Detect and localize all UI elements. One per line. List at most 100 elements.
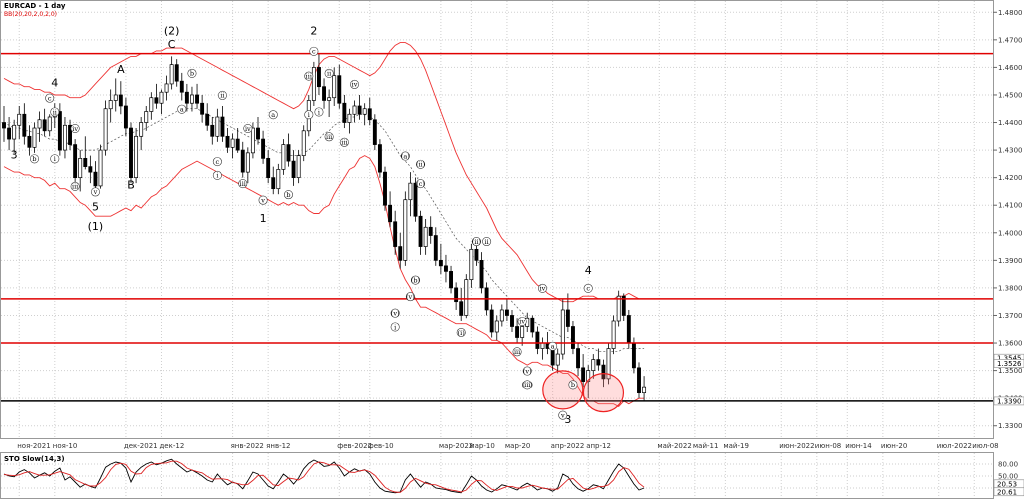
sto-d-line — [3, 460, 645, 493]
candle-body — [565, 309, 570, 327]
wave-label-circle — [416, 159, 426, 169]
candle-body — [134, 135, 139, 179]
candle-body — [469, 248, 474, 280]
y-tick-label: 1.4400 — [998, 119, 1023, 127]
highlight-ellipse — [542, 370, 584, 410]
candle-body — [245, 152, 250, 173]
wave-label: C — [168, 38, 176, 51]
candle-body — [449, 271, 453, 289]
x-grid — [18, 1, 975, 498]
sto-k-line — [3, 458, 645, 494]
candle-body — [205, 113, 210, 126]
wave-label: B — [127, 179, 135, 192]
candle-body — [372, 119, 377, 145]
wave-label: 4 — [585, 264, 592, 277]
x-tick-label: апр-2022 — [551, 442, 585, 450]
wave-label-roman: c — [48, 94, 52, 102]
main-panel — [0, 0, 994, 439]
candle-body — [220, 116, 225, 137]
candle-body — [530, 317, 535, 333]
candle-body — [215, 116, 220, 137]
wave-label-roman: a — [271, 111, 275, 119]
x-tick-label: май-2022 — [657, 442, 691, 450]
candle-body — [118, 94, 123, 107]
wave-label: (1) — [88, 220, 104, 233]
candle-body — [631, 342, 636, 369]
candle-body — [327, 97, 332, 101]
x-tick-label: дек-12 — [159, 442, 184, 450]
wave-label-roman: iii — [72, 183, 78, 191]
wave-label-roman: iv — [519, 318, 525, 326]
wave-label-roman: (a) — [401, 152, 410, 160]
wave-label-roman: iv — [72, 125, 78, 133]
y-tick-label: 1.4300 — [998, 147, 1023, 155]
candle-body — [550, 348, 555, 366]
y-tick-label: 1.4800 — [998, 9, 1023, 17]
wave-label-roman: iii — [341, 139, 347, 147]
wave-label-circle — [217, 90, 227, 100]
candle-body — [123, 105, 128, 129]
wave-label-roman: iii — [240, 180, 246, 188]
y-tick-label: 1.4600 — [998, 64, 1023, 72]
candle-body — [37, 119, 42, 129]
candle-body — [642, 386, 647, 394]
candle-body — [586, 370, 591, 382]
wave-label-circle — [50, 107, 60, 117]
candle-body — [93, 171, 98, 187]
candle-body — [418, 215, 423, 247]
candle-body — [438, 259, 443, 267]
wave-label-roman: (i) — [458, 329, 466, 337]
wave-label-roman: b — [286, 191, 290, 199]
wave-label-roman: v — [560, 411, 565, 419]
candle-body — [408, 182, 413, 201]
y-tick-label: 1.4200 — [998, 174, 1023, 182]
price-tag-label: 1.3526 — [997, 360, 1022, 368]
candle-body — [637, 367, 641, 394]
x-tick-label: июн-20 — [881, 442, 907, 450]
candle-body — [98, 149, 103, 187]
price-tag-box — [993, 359, 1024, 368]
candle-body — [601, 364, 606, 380]
wave-label-roman: iv — [245, 125, 251, 133]
x-tick-label: фев-10 — [368, 442, 394, 450]
wave-label-roman: (ii) — [472, 238, 482, 246]
wave-label-roman: v — [260, 196, 265, 204]
y-tick-label: 1.4000 — [998, 229, 1023, 237]
wave-label: 2 — [310, 24, 317, 37]
y-tick-label: 1.3700 — [998, 312, 1023, 320]
highlight-ellipse — [582, 373, 625, 413]
candle-body — [520, 326, 525, 338]
candle-body — [250, 127, 255, 154]
wave-label-roman: ii — [327, 70, 331, 78]
wave-label-roman: ii — [220, 92, 224, 100]
wave-label-circle — [50, 154, 60, 164]
candle-body — [459, 301, 464, 316]
indicator-label: BB(20,20,2,0,2,0) — [4, 11, 57, 18]
candle-body — [225, 135, 230, 148]
wave-label-circle — [238, 179, 248, 189]
wave-label-roman: (ii) — [416, 161, 426, 169]
candle-body — [200, 102, 205, 115]
y-tick-label: 1.4500 — [998, 91, 1023, 99]
candle-body — [317, 67, 321, 88]
candle-body — [454, 287, 459, 303]
candle-body — [169, 64, 174, 85]
wave-label-roman: iii — [514, 348, 520, 356]
candle-body — [12, 124, 17, 140]
wave-label-circle — [212, 157, 222, 167]
x-tick-label: июл-08 — [972, 442, 998, 450]
x-tick-label: июн-14 — [845, 442, 872, 450]
y-tick-label: 1.3800 — [998, 284, 1023, 292]
candle-body — [591, 359, 596, 371]
candle-body — [190, 94, 194, 104]
candle-body — [621, 295, 626, 316]
wave-label-circle — [309, 46, 319, 56]
candle-body — [184, 91, 189, 104]
candle-body — [342, 102, 347, 123]
sto-tag-box — [993, 487, 1024, 497]
wave-label-roman: iv — [540, 285, 546, 293]
chart-title: EURCAD - 1 day — [4, 2, 66, 10]
candle-body — [626, 315, 631, 344]
candle-body — [393, 221, 398, 247]
candle-body — [311, 67, 316, 101]
